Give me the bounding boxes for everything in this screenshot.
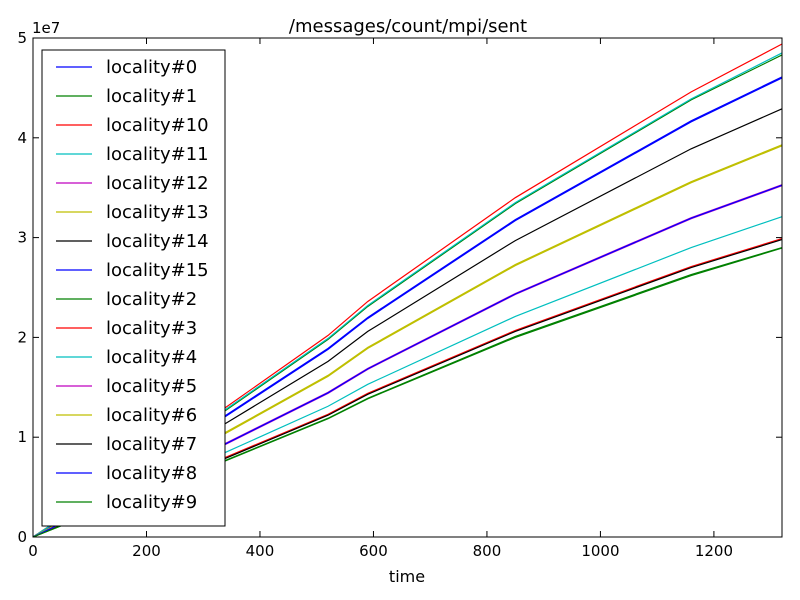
legend-label: locality#0 [106,57,197,78]
y-tick-label: 4 [17,129,27,147]
series-line-locality-14 [32,108,783,538]
legend-label: locality#3 [106,318,197,339]
series-line-locality-10 [32,43,783,538]
legend: locality#0 locality#1 locality#10 locality#… [41,49,226,527]
x-axis-ticks: 0 200 400 600 800 1000 1200 [28,38,733,560]
series-lines [32,43,783,538]
y-tick-label: 0 [17,528,27,546]
x-tick-label: 1200 [695,542,733,560]
y-scale-label: 1e7 [32,19,60,37]
series-line-locality-7 [32,239,783,538]
series-line-locality-11 [32,216,783,538]
legend-label: locality#1 [106,86,197,107]
plot-frame [32,37,783,538]
legend-label: locality#13 [106,202,209,223]
y-tick-label: 5 [17,29,27,47]
legend-label: locality#7 [106,434,197,455]
legend-label: locality#10 [106,115,209,136]
legend-label: locality#8 [106,463,197,484]
series-line-locality-15 [32,77,783,538]
y-axis-ticks: 0 1 2 3 4 5 [17,29,782,546]
series-line-locality-4 [32,52,783,538]
legend-label: locality#12 [106,173,209,194]
chart-title: /messages/count/mpi/sent [289,16,527,37]
x-axis-title: time [389,567,425,586]
x-tick-label: 200 [132,542,161,560]
series-line-locality-6 [32,144,783,538]
legend-label: locality#4 [106,347,197,368]
series-line-locality-0 [32,76,783,538]
series-line-locality-8 [32,184,783,538]
series-line-locality-1 [32,54,783,538]
legend-label: locality#6 [106,405,197,426]
x-tick-label: 0 [28,542,38,560]
y-tick-label: 1 [17,428,27,446]
series-line-locality-3 [32,238,783,538]
y-tick-label: 2 [17,328,27,346]
legend-label: locality#5 [106,376,197,397]
legend-label: locality#11 [106,144,209,165]
series-line-locality-13 [32,145,783,538]
legend-box [41,49,226,527]
legend-label: locality#14 [106,231,209,252]
x-tick-label: 1000 [581,542,619,560]
x-tick-label: 600 [359,542,388,560]
series-line-locality-9 [32,247,783,538]
legend-label: locality#2 [106,289,197,310]
x-tick-label: 800 [473,542,502,560]
x-tick-label: 400 [246,542,275,560]
y-tick-label: 3 [17,229,27,247]
legend-label: locality#15 [106,260,209,281]
legend-label: locality#9 [106,492,197,513]
